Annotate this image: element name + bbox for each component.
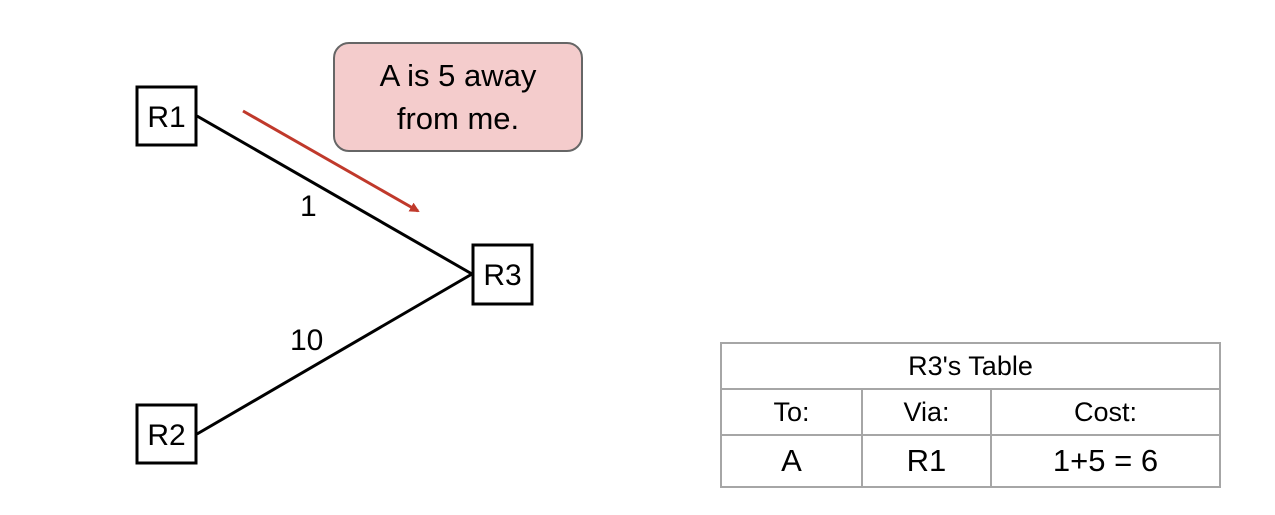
router-r3: R3	[471, 243, 534, 306]
cell-via: R1	[861, 434, 992, 488]
router-r3-box	[471, 243, 534, 306]
router-r1: R1	[135, 85, 198, 147]
router-r1-label: R1	[147, 101, 185, 134]
link-cost-r2-r3: 10	[290, 324, 323, 357]
router-r3-label: R3	[483, 259, 521, 292]
table-title-row: R3's Table	[720, 342, 1221, 390]
router-r2-label: R2	[147, 419, 185, 452]
router-r1-box	[135, 85, 198, 147]
advertisement-bubble: A is 5 away from me.	[333, 42, 583, 152]
link-r2-r3	[196, 272, 473, 436]
advertisement-message: A is 5 away from me.	[379, 57, 537, 136]
cell-cost: 1+5 = 6	[990, 434, 1221, 488]
table-header-row: To: Via: Cost:	[720, 388, 1221, 436]
advertisement-arrow	[242, 109, 420, 213]
column-header-cost: Cost:	[990, 388, 1221, 436]
column-header-via: Via:	[861, 388, 992, 436]
link-cost-r1-r3: 1	[300, 190, 317, 223]
table-row: A R1 1+5 = 6	[720, 434, 1221, 488]
table-title: R3's Table	[720, 342, 1221, 390]
router-r2-box	[135, 403, 198, 465]
cell-to: A	[720, 434, 863, 488]
link-r1-r3	[196, 114, 473, 276]
routing-table: R3's Table To: Via: Cost: A R1 1+5 = 6	[720, 342, 1221, 488]
column-header-to: To:	[720, 388, 863, 436]
router-r2: R2	[135, 403, 198, 465]
